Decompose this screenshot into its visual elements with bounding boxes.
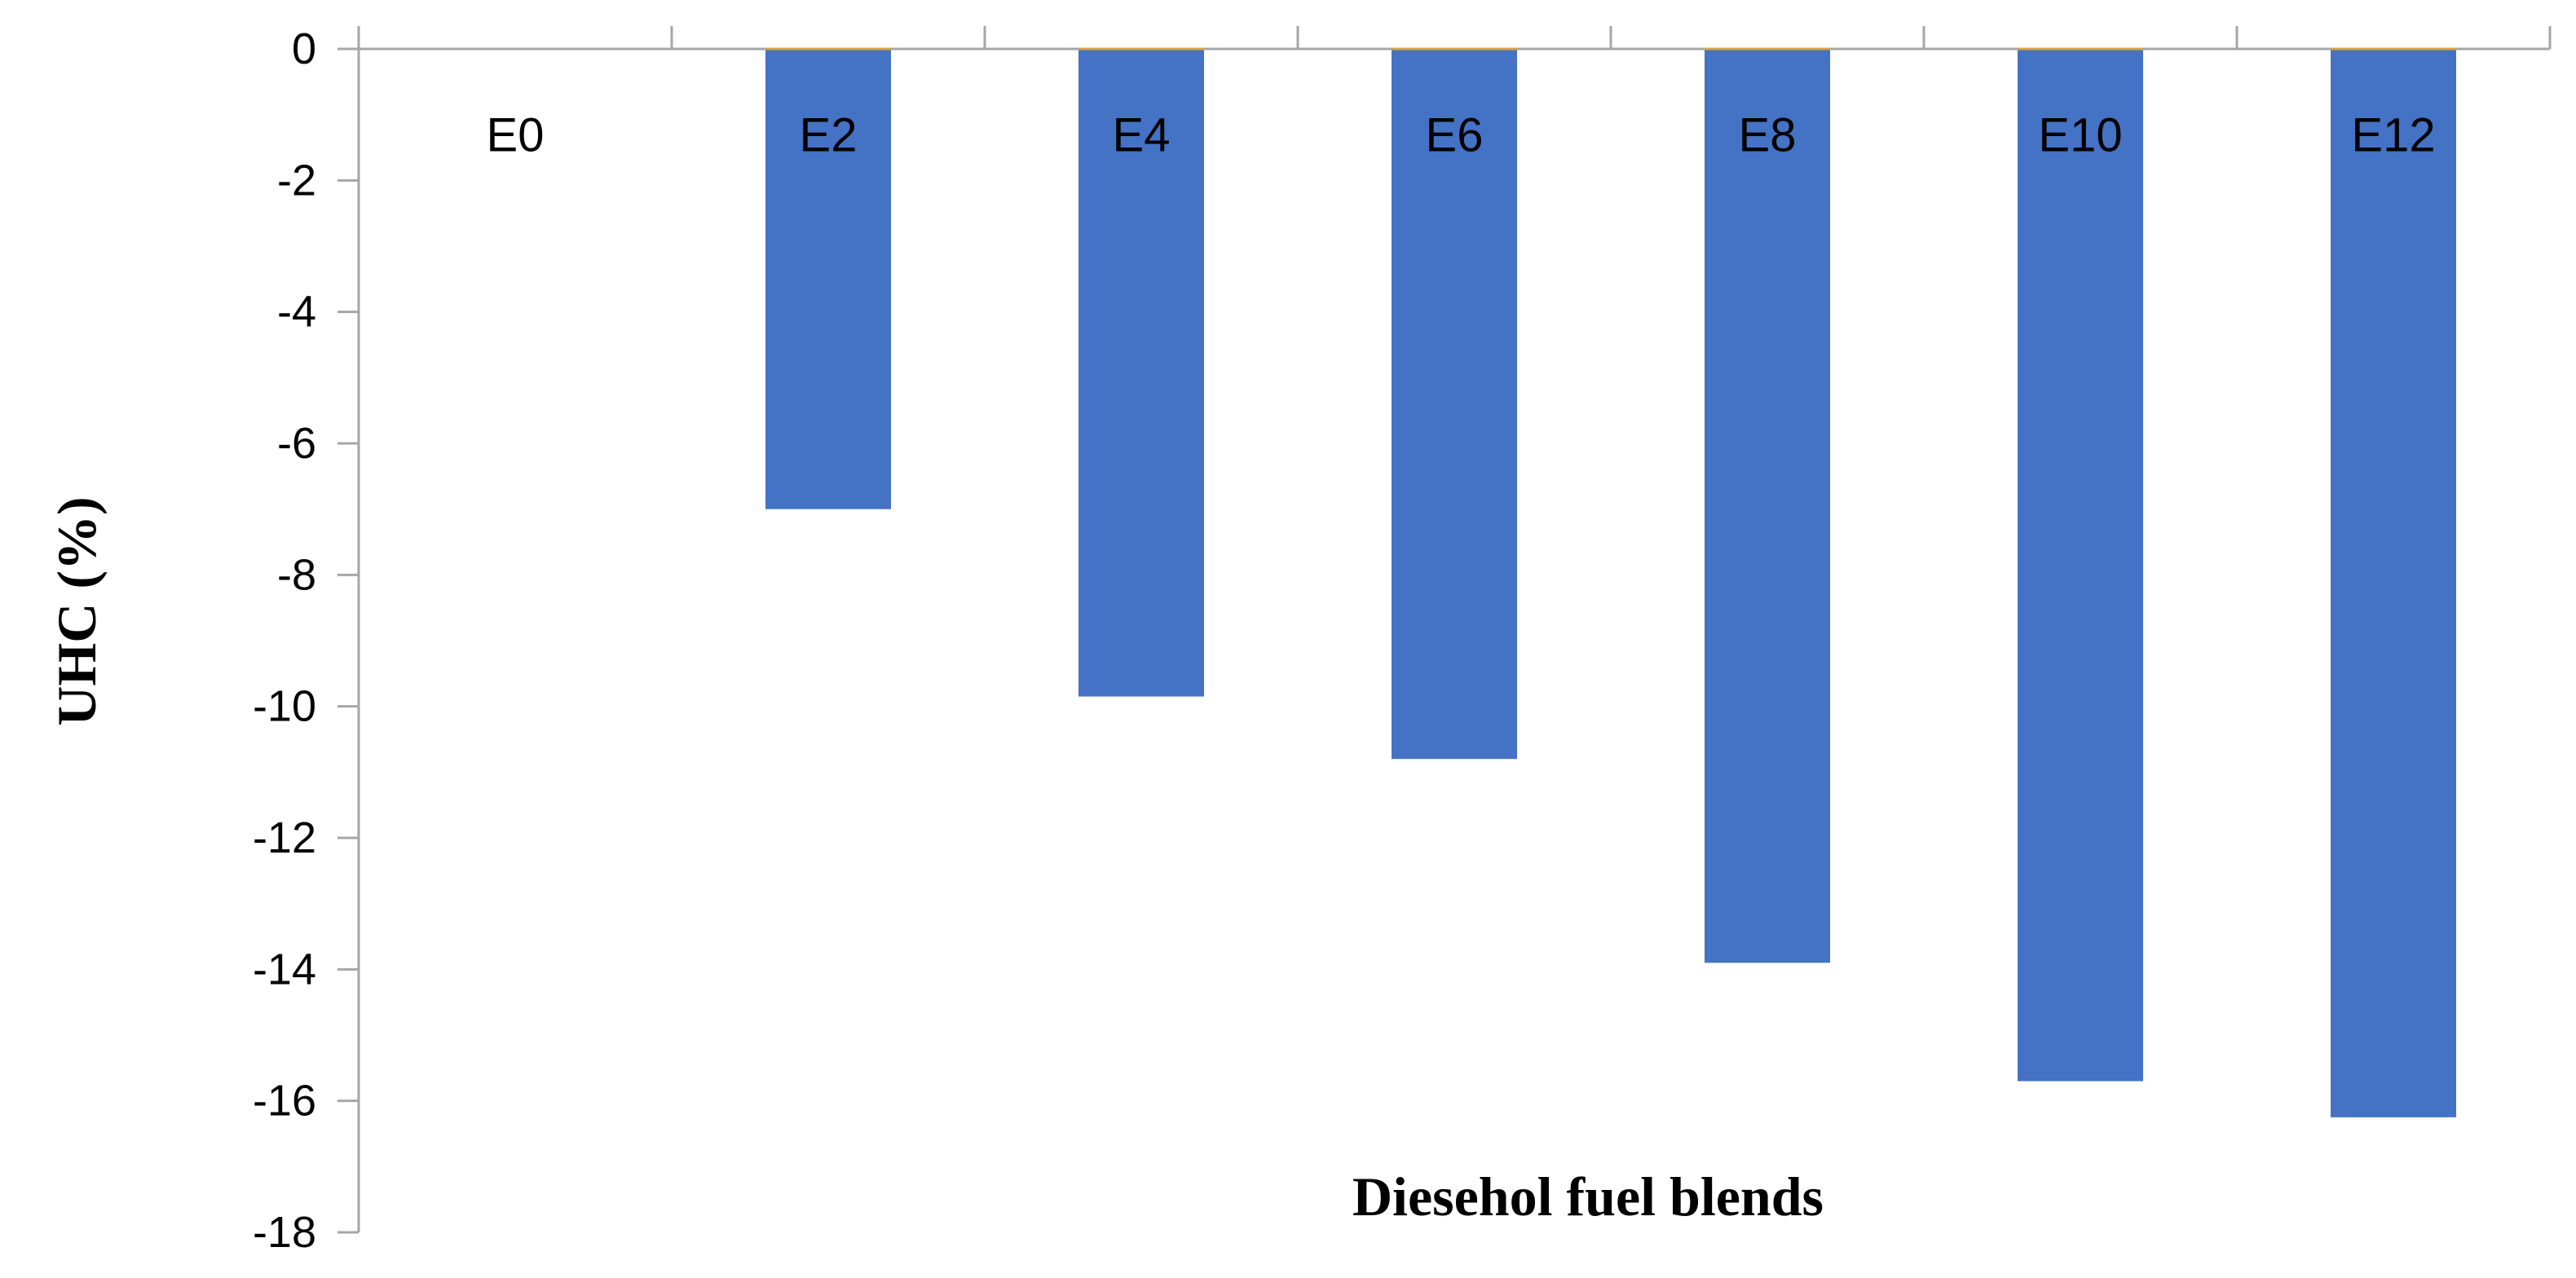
y-tick-label: -18 xyxy=(253,1208,316,1257)
bar-e2 xyxy=(765,49,891,509)
x-axis xyxy=(357,26,2552,51)
bars-group xyxy=(765,49,2456,1117)
y-tick-label: -6 xyxy=(277,419,316,468)
y-tick-label: 0 xyxy=(292,24,316,73)
y-axis-title: UHC (%) xyxy=(46,496,108,725)
y-tick-label: -2 xyxy=(277,156,316,205)
category-label: E2 xyxy=(800,109,858,162)
bar-e4 xyxy=(1078,49,1204,697)
category-label: E4 xyxy=(1113,109,1171,162)
y-tick-label: -4 xyxy=(277,288,316,337)
y-tick-label: -14 xyxy=(253,945,316,994)
category-label: E8 xyxy=(1739,109,1797,162)
bar-e8 xyxy=(1705,49,1830,963)
y-tick-label: -8 xyxy=(277,550,316,599)
y-tick-label: -10 xyxy=(253,682,316,731)
category-label: E10 xyxy=(2038,109,2122,162)
category-label: E6 xyxy=(1426,109,1484,162)
category-label: E0 xyxy=(487,109,545,162)
y-tick-label: -16 xyxy=(253,1077,316,1126)
bar-e6 xyxy=(1392,49,1517,760)
y-axis: 0 -2 -4 -6 -8 -10 -12 -14 -16 -18 xyxy=(253,24,360,1257)
category-label: E12 xyxy=(2351,109,2435,162)
bar-e10 xyxy=(2018,49,2143,1082)
category-labels: E0 E2 E4 E6 E8 E10 E12 xyxy=(487,109,2436,162)
y-tick-label: -12 xyxy=(253,813,316,862)
x-axis-title: Diesehol fuel blends xyxy=(1352,1166,1824,1227)
bar-e12 xyxy=(2331,49,2456,1117)
